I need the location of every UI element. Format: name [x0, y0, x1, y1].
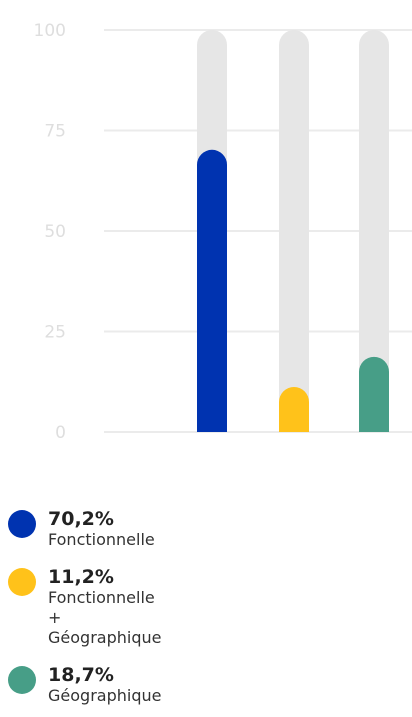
- y-tick-label: 0: [55, 423, 66, 443]
- legend-label: Fonctionnelle: [48, 530, 155, 549]
- bar-track: [359, 30, 389, 432]
- bar: [197, 149, 227, 432]
- legend-label: Fonctionnelle + Géographique: [48, 588, 162, 647]
- legend-dot-green: [8, 666, 36, 694]
- legend: 70,2% Fonctionnelle 11,2% Fonctionnelle …: [8, 508, 208, 714]
- legend-item-geographique: 18,7% Géographique: [8, 664, 208, 714]
- legend-value: 18,7%: [48, 664, 114, 686]
- bar-chart: 100 75 50 25 0: [34, 21, 412, 443]
- y-tick-label: 75: [44, 122, 66, 142]
- legend-value: 11,2%: [48, 566, 114, 588]
- y-tick-label: 25: [44, 323, 66, 343]
- y-axis: 100 75 50 25 0: [34, 21, 66, 443]
- legend-dot-blue: [8, 510, 36, 538]
- legend-item-fonctionnelle: 70,2% Fonctionnelle: [8, 508, 208, 566]
- bars: [197, 30, 389, 432]
- bar: [279, 386, 309, 432]
- bar: [359, 356, 389, 432]
- bar-track: [279, 30, 309, 432]
- y-tick-label: 50: [44, 222, 66, 242]
- legend-label: Géographique: [48, 686, 162, 705]
- y-tick-label: 100: [34, 21, 66, 41]
- legend-value: 70,2%: [48, 508, 114, 530]
- legend-item-fonctionnelle-geographique: 11,2% Fonctionnelle + Géographique: [8, 566, 208, 664]
- legend-dot-yellow: [8, 568, 36, 596]
